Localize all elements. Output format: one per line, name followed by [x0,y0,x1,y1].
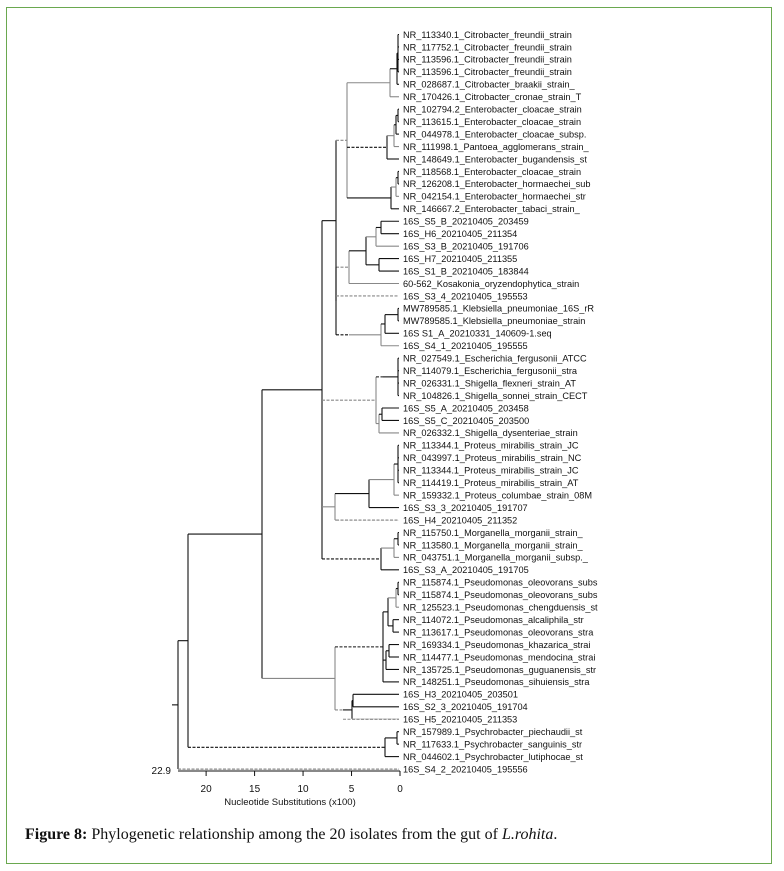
leaf-label: 16S_S5_C_20210405_203500 [403,416,529,426]
leaf-label: NR_113596.1_Citrobacter_freundii_strain [403,67,572,77]
leaf-label: 16S_H5_20210405_211353 [403,715,517,725]
leaf-label: NR_113615.1_Enterobacter_cloacae_strain [403,117,581,127]
leaf-label: NR_114079.1_Escherichia_fergusonii_stra [403,366,578,376]
tree-branches [172,33,399,770]
leaf-label: NR_169334.1_Pseudomonas_khazarica_strai [403,640,590,650]
leaf-label: NR_114072.1_Pseudomonas_alcaliphila_str [403,615,584,625]
leaf-label: 16S_S3_4_20210405_195553 [403,291,528,301]
leaf-label: NR_113340.1_Citrobacter_freundii_strain [403,30,572,40]
leaf-label: NR_111998.1_Pantoea_agglomerans_strain_ [403,142,589,152]
leaf-label: NR_042154.1_Enterobacter_hormaechei_str [403,192,586,202]
leaf-label: NR_148649.1_Enterobacter_bugandensis_st [403,154,587,164]
leaf-label: 16S S1_A_20210331_140609-1.seq [403,329,552,339]
caption-end: . [553,826,558,843]
leaf-label: NR_113596.1_Citrobacter_freundii_strain [403,55,572,65]
leaf-label: 16S_S1_B_20210405_183844 [403,266,529,276]
leaf-label: NR_125523.1_Pseudomonas_chengduensis_st [403,603,598,613]
leaf-label: NR_117752.1_Citrobacter_freundii_strain [403,42,572,52]
caption-text: Phylogenetic relationship among the 20 i… [87,826,502,843]
leaf-label: NR_043997.1_Proteus_mirabilis_strain_NC [403,453,582,463]
leaf-label: NR_159332.1_Proteus_columbae_strain_08M [403,490,592,500]
leaf-label: NR_126208.1_Enterobacter_hormaechei_sub [403,179,590,189]
caption-label: Figure 8: [25,826,88,843]
axis-tick-label: 10 [297,784,309,795]
leaf-label: 16S_S4_1_20210405_195555 [403,341,528,351]
leaf-label: 16S_S4_2_20210405_195556 [403,764,528,774]
leaf-label: NR_113580.1_Morganella_morganii_strain_ [403,540,583,550]
leaf-label: 16S_H7_20210405_211355 [403,254,517,264]
leaf-label: MW789585.1_Klebsiella_pneumoniae_16S_rR [403,304,594,314]
scale-axis: 22.9 20 15 10 5 0 Nucleotide Substitutions (… [152,766,404,808]
leaf-label: NR_148251.1_Pseudomonas_sihuiensis_stra [403,677,590,687]
figure-frame [6,7,772,864]
leaf-label: NR_135725.1_Pseudomonas_guguanensis_str [403,665,596,675]
leaf-label: NR_118568.1_Enterobacter_cloacae_strain [403,167,581,177]
leaf-label: NR_114477.1_Pseudomonas_mendocina_strai [403,652,595,662]
leaf-label: MW789585.1_Klebsiella_pneumoniae_strain [403,316,585,326]
figure-caption: Figure 8: Phylogenetic relationship amon… [25,826,557,844]
leaf-label: 60-562_Kosakonia_oryzendophytica_strain [403,279,579,289]
leaf-label: 16S_S3_A_20210405_191705 [403,565,529,575]
leaf-label: NR_170426.1_Citrobacter_cronae_strain_T [403,92,582,102]
leaf-label: NR_044978.1_Enterobacter_cloacae_subsp. [403,129,586,139]
leaf-label: NR_146667.2_Enterobacter_tabaci_strain_ [403,204,581,214]
axis-title: Nucleotide Substitutions (x100) [224,797,356,808]
leaf-label: 16S_S5_A_20210405_203458 [403,403,529,413]
leaf-label: NR_026331.1_Shigella_flexneri_strain_AT [403,378,576,388]
leaf-label: 16S_H3_20210405_203501 [403,690,518,700]
root-depth-label: 22.9 [152,766,172,777]
axis-tick-label: 20 [201,784,213,795]
leaf-label: NR_026332.1_Shigella_dysenteriae_strain [403,428,578,438]
axis-tick-label: 15 [249,784,261,795]
leaf-label: NR_113617.1_Pseudomonas_oleovorans_stra [403,627,594,637]
leaf-label: NR_104826.1_Shigella_sonnei_strain_CECT [403,391,588,401]
leaf-label: NR_115750.1_Morganella_morganii_strain_ [403,528,583,538]
leaf-label: NR_117633.1_Psychrobacter_sanguinis_str [403,739,582,749]
leaf-label: 16S_H4_20210405_211352 [403,515,517,525]
phylogenetic-tree: NR_113340.1_Citrobacter_freundii_strain N… [152,30,599,808]
leaf-label: 16S_S3_3_20210405_191707 [403,503,528,513]
leaf-label: NR_028687.1_Citrobacter_braakii_strain_ [403,80,575,90]
leaf-labels: NR_113340.1_Citrobacter_freundii_strain N… [403,30,598,775]
leaf-label: 16S_S5_B_20210405_203459 [403,217,529,227]
leaf-label: NR_027549.1_Escherichia_fergusonii_ATCC [403,354,587,364]
leaf-label: NR_113344.1_Proteus_mirabilis_strain_JC [403,441,579,451]
leaf-label: NR_115874.1_Pseudomonas_oleovorans_subs [403,590,598,600]
axis-tick-label: 5 [349,784,355,795]
leaf-label: NR_043751.1_Morganella_morganii_subsp._ [403,553,589,563]
leaf-label: 16S_S3_B_20210405_191706 [403,241,529,251]
leaf-label: NR_044602.1_Psychrobacter_lutiphocae_st [403,752,583,762]
leaf-label: NR_157989.1_Psychrobacter_piechaudii_st [403,727,583,737]
leaf-label: NR_115874.1_Pseudomonas_oleovorans_subs [403,578,598,588]
leaf-label: 16S_S2_3_20210405_191704 [403,702,528,712]
caption-species: L.rohita [501,826,554,843]
leaf-label: NR_113344.1_Proteus_mirabilis_strain_JC [403,466,579,476]
leaf-label: NR_114419.1_Proteus_mirabilis_strain_AT [403,478,579,488]
leaf-label: NR_102794.2_Enterobacter_cloacae_strain [403,105,582,115]
leaf-label: 16S_H6_20210405_211354 [403,229,517,239]
axis-tick-label: 0 [397,784,403,795]
